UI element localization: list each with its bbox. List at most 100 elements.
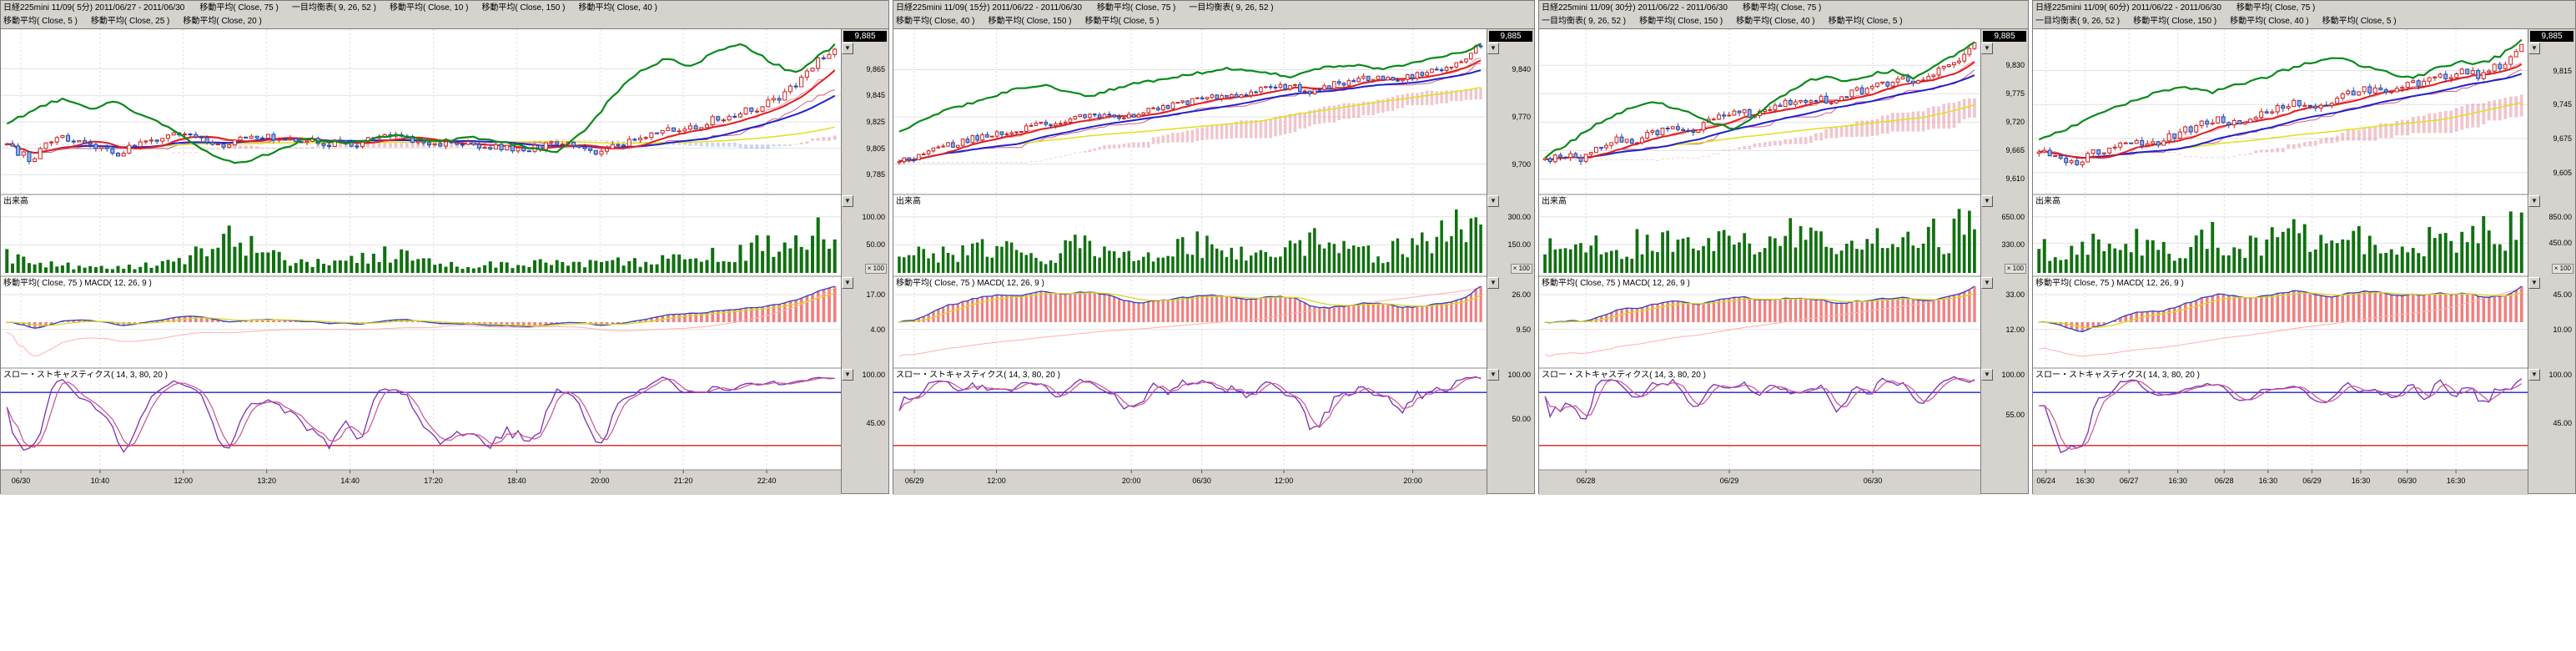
legend-item: 一目均衡表( 9, 26, 52 ): [2035, 17, 2121, 26]
macd-histogram: [898, 286, 1482, 323]
time-tick-label: 06/24: [2036, 477, 2055, 485]
collapse-stoch-button[interactable]: ▼: [842, 369, 853, 381]
volume-tick-label: 50.00: [866, 240, 885, 250]
macd-tick-label: 26.00: [1512, 290, 1531, 299]
legend-item: 移動平均( Close, 150 ): [2133, 17, 2217, 26]
time-tick-label: 21:20: [674, 477, 693, 485]
volume-multiplier-label: × 100: [2004, 264, 2026, 274]
chart-canvas[interactable]: 06/29 12:00 20:00 06/30 12:00 20:00: [893, 29, 1487, 495]
chart-title: 日経225mini 11/09( 60分) 2011/06/22 - 2011/…: [2035, 3, 2221, 13]
candles: [897, 43, 1483, 165]
macd-section-label: 移動平均( Close, 75 ) MACD( 12, 26, 9 ): [1542, 279, 1690, 288]
legend-item: 移動平均( Close, 5 ): [1828, 17, 1903, 26]
time-tick-label: 16:30: [2075, 477, 2095, 485]
volume-section-label: 出来高: [1542, 197, 1567, 206]
collapse-stoch-button[interactable]: ▼: [1981, 369, 1993, 381]
time-tick-label: 22:40: [757, 477, 777, 485]
time-axis: 06/28 06/29 06/30: [1539, 469, 1980, 495]
collapse-stoch-button[interactable]: ▼: [1487, 369, 1499, 381]
legend-item: 移動平均( Close, 10 ): [389, 3, 469, 13]
time-tick-label: 16:30: [2259, 477, 2278, 485]
legend-item: 移動平均( Close, 40 ): [1736, 17, 1815, 26]
price-tick-label: 9,845: [866, 91, 885, 100]
time-tick-label: 06/28: [1577, 477, 1596, 485]
last-price-badge: 9,885: [843, 31, 887, 42]
time-tick-label: 06/29: [1720, 477, 1739, 485]
collapse-macd-button[interactable]: ▼: [1981, 277, 1993, 289]
price-tick-label: 9,840: [1512, 65, 1531, 74]
collapse-macd-button[interactable]: ▼: [842, 277, 853, 289]
collapse-macd-button[interactable]: ▼: [2528, 277, 2540, 289]
ichimoku-cloud: [2037, 94, 2523, 159]
time-tick-label: 12:00: [1275, 477, 1294, 485]
collapse-volume-button[interactable]: ▼: [1487, 195, 1499, 207]
ichimoku-cloud: [1543, 98, 1976, 161]
collapse-stoch-button[interactable]: ▼: [2528, 369, 2540, 381]
volume-multiplier-label: × 100: [1510, 264, 1532, 274]
stoch-tick-label: 100.00: [862, 371, 885, 379]
scroll-main-button[interactable]: ▼: [842, 43, 853, 54]
legend-item: 一目均衡表( 9, 26, 52 ): [1542, 17, 1627, 26]
volume-tick-label: 300.00: [1507, 212, 1531, 221]
time-tick-label: 06/30: [1864, 477, 1883, 485]
scroll-main-button[interactable]: ▼: [2528, 43, 2540, 54]
collapse-volume-button[interactable]: ▼: [1981, 195, 1993, 207]
price-tick-label: 9,815: [2553, 66, 2572, 75]
chart-title: 日経225mini 11/09( 15分) 2011/06/22 - 2011/…: [896, 3, 1082, 13]
volume-tick-label: 450.00: [2548, 239, 2572, 248]
collapse-volume-button[interactable]: ▼: [2528, 195, 2540, 207]
price-tick-label: 9,720: [2005, 118, 2025, 127]
price-tick-label: 9,825: [866, 117, 885, 126]
legend-item: 一目均衡表( 9, 26, 52 ): [1189, 3, 1274, 13]
collapse-macd-button[interactable]: ▼: [1487, 277, 1499, 289]
volume-tick-label: 100.00: [862, 212, 885, 221]
scroll-main-button[interactable]: ▼: [1981, 43, 1993, 54]
chart-canvas[interactable]: 06/28 06/29 06/30: [1539, 29, 1980, 495]
legend-item: 移動平均( Close, 150 ): [1639, 17, 1723, 26]
volume-tick-label: 650.00: [2001, 212, 2025, 221]
scroll-main-button[interactable]: ▼: [1487, 43, 1499, 54]
legend-item: 移動平均( Close, 25 ): [90, 17, 170, 26]
volume-section-label: 出来高: [3, 197, 28, 206]
legend-item: 移動平均( Close, 75 ): [1742, 3, 1822, 13]
price-tick-label: 9,770: [1512, 113, 1531, 122]
time-tick-label: 16:30: [2352, 477, 2371, 485]
price-tick-label: 9,805: [866, 144, 885, 153]
header-row-1: 日経225mini 11/09( 5分) 2011/06/27 - 2011/0…: [3, 2, 886, 15]
stoch-tick-label: 100.00: [2001, 371, 2025, 379]
chart-canvas[interactable]: 06/24 16:30 06/27 16:30 06/28 16:30 06/29 16:30…: [2033, 29, 2528, 495]
panel-header: 日経225mini 11/09( 30分) 2011/06/22 - 2011/…: [1539, 1, 2028, 29]
macd-histogram: [1543, 286, 1976, 323]
time-tick-label: 13:20: [257, 477, 276, 485]
panel-header: 日経225mini 11/09( 5分) 2011/06/27 - 2011/0…: [1, 1, 888, 29]
header-row-1: 日経225mini 11/09( 60分) 2011/06/22 - 2011/…: [2035, 2, 2573, 15]
volume-tick-label: 150.00: [1507, 240, 1531, 250]
candles: [4, 48, 838, 164]
price-axis: 9,885 ▼ ▼ ▼ ▼ × 100 9,830 9,775 9,720 9,665…: [1980, 29, 2028, 493]
legend-item: 移動平均( Close, 40 ): [2230, 17, 2309, 26]
collapse-volume-button[interactable]: ▼: [842, 195, 853, 207]
legend-item: 移動平均( Close, 5 ): [2322, 17, 2397, 26]
price-axis: 9,885 ▼ ▼ ▼ ▼ × 100 9,865 9,845 9,825 9,805…: [841, 29, 888, 493]
time-tick-label: 06/29: [905, 477, 924, 485]
overlay-line: [2038, 38, 2523, 141]
time-tick-label: 14:40: [340, 477, 360, 485]
chart-panel: 日経225mini 11/09( 30分) 2011/06/22 - 2011/…: [1538, 0, 2029, 495]
time-axis: 06/29 12:00 20:00 06/30 12:00 20:00: [893, 469, 1487, 495]
price-tick-label: 9,865: [866, 64, 885, 73]
header-row-2: 移動平均( Close, 5 ) 移動平均( Close, 25 ) 移動平均( C…: [3, 15, 886, 28]
stoch-tick-label: 45.00: [866, 419, 885, 428]
stoch-tick-label: 45.00: [2553, 419, 2572, 428]
price-tick-label: 9,675: [2553, 134, 2572, 144]
chart-canvas[interactable]: 06/30 10:40 12:00 13:20 14:40 17:20 18:40 20:00…: [1, 29, 841, 495]
legend-item: 移動平均( Close, 150 ): [481, 3, 566, 13]
legend-item: 一目均衡表( 9, 26, 52 ): [291, 3, 376, 13]
legend-item: 移動平均( Close, 150 ): [988, 17, 1072, 26]
time-tick-label: 10:40: [91, 477, 110, 485]
time-tick-label: 20:00: [1122, 477, 1141, 485]
time-tick-label: 18:40: [507, 477, 526, 485]
macd-tick-label: 17.00: [866, 290, 885, 299]
header-row-2: 一目均衡表( 9, 26, 52 ) 移動平均( Close, 150 ) 移動平均…: [1542, 15, 2025, 28]
chart-panel: 日経225mini 11/09( 60分) 2011/06/22 - 2011/…: [2032, 0, 2576, 495]
time-tick-label: 20:00: [591, 477, 610, 485]
